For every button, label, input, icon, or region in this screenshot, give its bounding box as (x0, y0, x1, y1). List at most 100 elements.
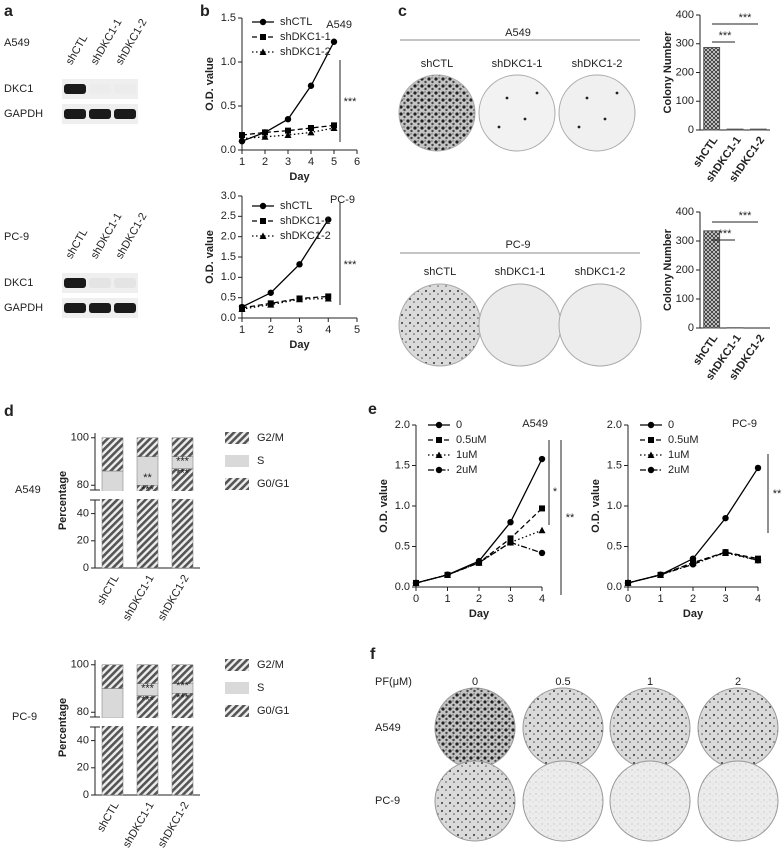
data-point (239, 132, 245, 139)
series-line (241, 219, 329, 308)
legend-marker (647, 421, 655, 429)
band (89, 109, 111, 119)
legend-swatch (225, 705, 249, 717)
data-point (262, 129, 268, 136)
annotation: *** (739, 12, 753, 24)
x-tick-label: 2 (262, 156, 268, 168)
bar-segment (101, 492, 124, 569)
y-tick-label: 100 (676, 293, 694, 305)
band-label: GAPDH (4, 108, 43, 120)
data-point (267, 289, 274, 296)
y-tick-label: 0.5 (607, 540, 622, 552)
data-point (507, 535, 514, 542)
colony-plate (398, 283, 482, 367)
y-tick-label: 0 (688, 124, 694, 136)
x-tick-label: 0 (413, 593, 419, 605)
group-label: shDKC1-2 (575, 266, 626, 278)
data-point (285, 127, 291, 134)
data-point (507, 519, 514, 526)
data-point (308, 125, 314, 131)
dose-header: PF(μM) (375, 676, 412, 688)
data-point (284, 116, 292, 123)
x-tick-label: 1 (239, 156, 245, 168)
chart-title: PC-9 (330, 194, 355, 206)
x-tick-label: shDKC1-2 (156, 573, 192, 623)
x-tick-label: 4 (325, 324, 331, 336)
data-point (657, 571, 664, 579)
legend-marker (260, 218, 266, 224)
legend-swatch (225, 455, 249, 467)
y-tick-label: 100 (71, 432, 89, 444)
panel-label: d (4, 403, 14, 420)
legend-label: shCTL (280, 16, 312, 28)
y-tick-label: 2.0 (221, 231, 236, 243)
series-line (241, 295, 329, 309)
y-axis-label: O.D. value (590, 479, 602, 533)
panel-label: b (200, 3, 210, 20)
drug-plate (697, 687, 779, 769)
legend-marker (435, 421, 443, 429)
data-point (267, 301, 275, 308)
x-tick-label: 1 (657, 593, 663, 605)
y-tick-label: 400 (676, 206, 694, 218)
y-tick-label: 0 (688, 322, 694, 334)
drug-plate (434, 687, 516, 769)
drug-plate (522, 760, 604, 842)
lane-label: shCTL (64, 33, 91, 67)
panel-label: c (398, 3, 407, 20)
x-axis-label: Day (469, 608, 490, 620)
bar-segment (101, 470, 124, 493)
y-tick-label: 20 (77, 762, 89, 774)
data-point (325, 216, 332, 223)
band-label: DKC1 (4, 277, 33, 289)
annotation: *** (176, 455, 190, 467)
x-tick-label: shCTL (95, 800, 122, 834)
y-tick-label: 0.0 (221, 312, 236, 324)
annotation: *** (141, 484, 155, 496)
image-title: A549 (505, 27, 531, 39)
annotation: *** (176, 467, 190, 479)
annotation: * (553, 486, 558, 498)
y-tick-label: 100 (676, 95, 694, 107)
bar-segment (101, 437, 124, 472)
colony (615, 91, 619, 95)
group-label: shCTL (424, 266, 456, 278)
y-axis-label: Percentage (57, 471, 69, 530)
cell-line-label: A549 (375, 722, 401, 734)
y-tick-label: 0.5 (221, 100, 236, 112)
annotation: ** (773, 488, 782, 500)
data-point (284, 131, 292, 139)
y-tick-label: 300 (676, 38, 694, 50)
y-tick-label: 0 (83, 789, 89, 801)
legend-marker (436, 437, 442, 443)
band (64, 84, 86, 94)
series-line (415, 507, 543, 584)
annotation: *** (141, 694, 155, 706)
annotation: *** (344, 96, 358, 108)
annotation: *** (176, 680, 190, 692)
data-point (689, 561, 697, 568)
legend-label: 0 (456, 419, 462, 431)
x-tick-label: 5 (331, 156, 337, 168)
legend-label: G2/M (257, 659, 284, 671)
band (89, 278, 111, 288)
x-tick-label: shDKC1-1 (121, 800, 157, 850)
data-point (754, 557, 762, 564)
y-tick-label: 1.5 (221, 251, 236, 263)
y-tick-label: 0 (83, 562, 89, 574)
band (114, 303, 136, 313)
group-label: shDKC1-1 (492, 58, 543, 70)
data-point (722, 514, 729, 522)
colony (523, 117, 527, 121)
x-tick-label: 3 (722, 593, 728, 605)
data-point (261, 133, 269, 140)
legend-label: 1uM (668, 449, 689, 461)
lane-label: shCTL (64, 227, 91, 261)
colony (505, 96, 509, 100)
dose-label: 2 (735, 676, 741, 688)
dose-label: 0 (472, 676, 478, 688)
data-point (296, 295, 303, 303)
y-tick-label: 200 (676, 264, 694, 276)
data-point (307, 82, 315, 89)
legend-label: shDKC1-1 (280, 31, 331, 43)
